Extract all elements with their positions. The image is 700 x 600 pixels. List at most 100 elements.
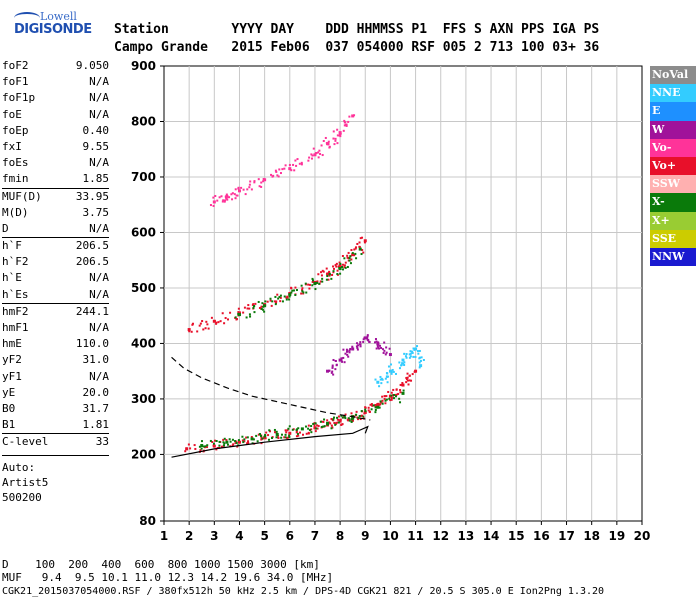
echo-trace-point [331,370,334,373]
echo-trace-point [416,350,419,353]
echo-trace-point [283,436,286,439]
echo-trace-point [394,395,397,398]
echo-trace-point [349,347,352,350]
echo-trace-point [222,199,225,202]
echo-trace-point [405,381,408,384]
echo-trace-point [343,361,346,364]
param-key: B1 [2,418,16,432]
param-key: h`F2 [2,255,29,269]
echo-trace-point [308,429,311,432]
echo-trace-point [230,193,233,196]
param-key: fxI [2,139,22,153]
param-key: h`E [2,271,22,285]
echo-trace-point [291,289,294,292]
param-key: foF1p [2,91,36,105]
data-point [326,421,330,425]
echo-trace-point [262,180,265,183]
echo-trace-point [320,144,323,147]
echo-trace-point [283,167,286,170]
echo-trace-point [332,358,335,361]
echo-trace-point [231,438,234,441]
echo-trace-point [408,356,411,359]
echo-trace-point [273,428,276,431]
data-point [300,427,304,431]
echo-trace-point [336,416,339,419]
echo-trace-point [390,363,393,366]
x-tick-label: 12 [432,529,449,543]
echo-trace-point [280,436,283,439]
echo-trace-point [255,434,258,437]
echo-trace-point [336,418,339,421]
echo-trace-point [327,142,330,145]
density-profile-line [171,425,369,458]
echo-trace-point [279,172,282,175]
param-key: B0 [2,401,16,415]
auto-label: Auto: [2,460,36,474]
echo-trace-point [356,348,359,351]
echo-trace-point [260,435,263,438]
echo-trace-point [243,438,246,441]
echo-trace-point [384,402,387,405]
echo-trace-point [273,300,276,303]
echo-trace-point [288,435,291,438]
echo-trace-point [247,304,250,307]
echo-trace-point [355,257,358,260]
echo-trace-point [321,154,324,157]
echo-trace-point [326,275,329,278]
echo-trace-point [332,373,335,376]
echo-trace-point [378,347,381,350]
echo-trace-point [311,277,314,280]
param-key: foEp [2,123,29,137]
echo-trace-point [340,359,343,362]
echo-trace-point [236,194,239,197]
legend-item-x: X+ [650,211,696,230]
echo-trace-point [253,305,256,308]
echo-trace-point [188,330,191,333]
echo-trace-point [325,278,328,281]
echo-trace-point [379,400,382,403]
echo-trace-point [343,416,346,419]
echo-trace-point [314,288,317,291]
echo-trace-point [256,440,259,443]
echo-trace-point [371,404,374,407]
echo-trace-point [360,414,363,417]
echo-trace-point [340,423,343,426]
x-tick-label: 20 [634,529,651,543]
echo-trace-point [334,423,337,426]
echo-trace-point [316,424,319,427]
data-point [263,304,267,308]
echo-trace-point [343,124,346,127]
echo-trace-point [262,177,265,180]
echo-trace-point [357,418,360,421]
echo-trace-point [316,281,319,284]
echo-trace-point [374,403,377,406]
echo-trace-point [220,445,223,448]
echo-trace-point [185,447,188,450]
echo-trace-point [362,251,365,254]
y-tick-label: 400 [131,336,156,350]
echo-trace-point [269,297,272,300]
echo-trace-point [317,156,320,159]
echo-trace-point [341,360,344,363]
x-tick-label: 7 [311,529,319,543]
echo-trace-point [385,372,388,375]
echo-trace-point [276,293,279,296]
echo-trace-point [320,271,323,274]
echo-trace-point [203,445,206,448]
echo-trace-point [359,237,362,240]
echo-trace-point [274,302,277,305]
echo-trace-point [237,187,240,190]
echo-trace-point [279,294,282,297]
echo-trace-point [206,444,209,447]
echo-trace-point [206,323,209,326]
echo-trace-point [326,423,329,426]
echo-trace-point [405,353,408,356]
data-point [351,347,355,351]
echo-trace-point [382,351,385,354]
echo-trace-point [327,140,330,143]
echo-trace-point [290,291,293,294]
echo-trace-point [286,429,289,432]
echo-trace-point [261,302,264,305]
echo-trace-point [334,359,337,362]
